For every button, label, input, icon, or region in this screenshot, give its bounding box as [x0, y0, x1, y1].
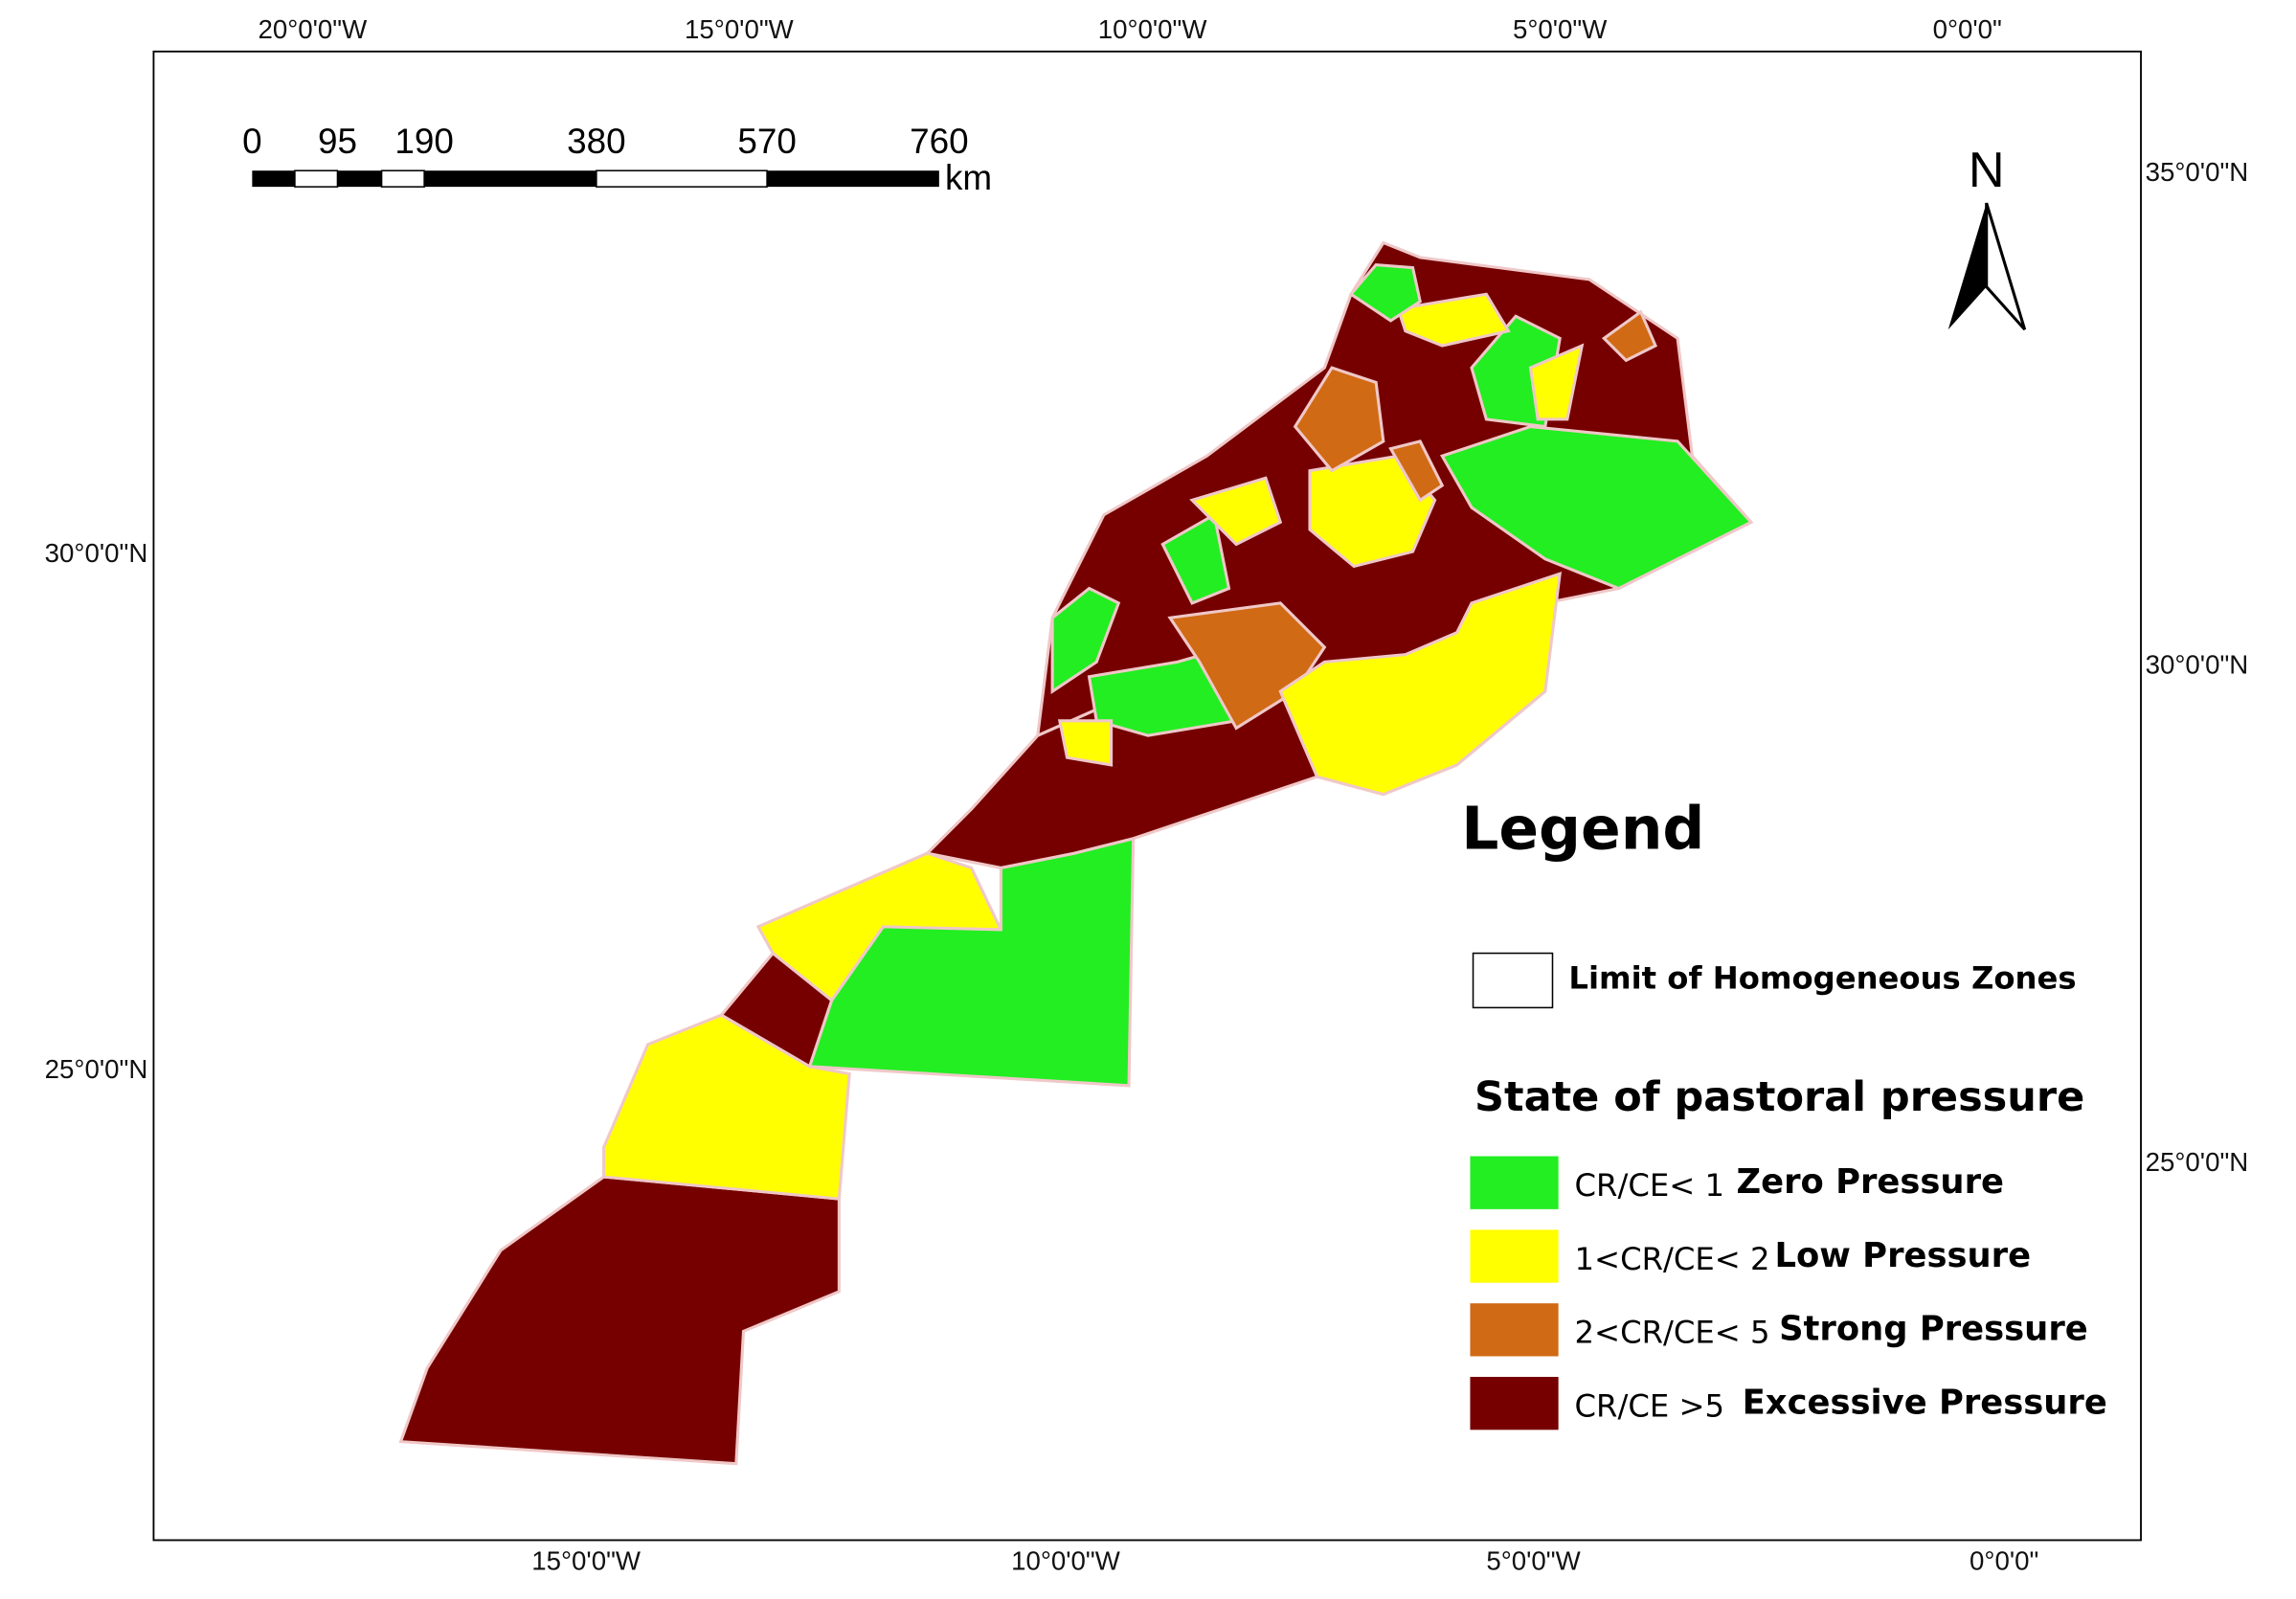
graticule-label: 25°0'0"N [45, 1054, 148, 1084]
scale-label: 380 [567, 122, 626, 161]
graticule-label: 15°0'0"W [685, 14, 794, 44]
scale-label: 760 [910, 122, 968, 161]
region [1396, 292, 1511, 348]
graticule-label: 0°0'0" [1933, 14, 2002, 44]
legend-range: CR/CE >5 [1575, 1387, 1724, 1424]
region [1050, 586, 1121, 694]
graticule-label: 30°0'0"N [45, 538, 148, 568]
graticule-label: 35°0'0"N [2146, 157, 2249, 187]
region [1057, 719, 1114, 767]
arrow-right [1985, 202, 2027, 331]
graticule-label: 0°0'0" [1970, 1545, 2038, 1575]
legend: Legend Limit of Homogeneous Zones State … [1461, 795, 2084, 1120]
graticule-label: 5°0'0"W [1486, 1545, 1580, 1575]
graticule-label: 5°0'0"W [1513, 14, 1607, 44]
boundary-swatch [1472, 952, 1554, 1009]
legend-swatch [1470, 1229, 1559, 1283]
scale-label: 190 [394, 122, 454, 161]
region [1601, 309, 1658, 363]
scale-label: 0 [242, 122, 262, 161]
region [1440, 424, 1754, 591]
scale-unit: km [945, 158, 992, 197]
region [1293, 366, 1385, 473]
legend-swatch [1470, 1303, 1559, 1357]
graticule-label: 10°0'0"W [1011, 1545, 1120, 1575]
legend-label: Low Pressure [1774, 1236, 2031, 1275]
legend-swatch [1470, 1377, 1559, 1430]
scale-segment [380, 169, 425, 188]
graticule-label: 10°0'0"W [1098, 14, 1207, 44]
legend-swatch [1470, 1156, 1559, 1209]
legend-range: 2<CR/CE< 5 [1575, 1315, 1770, 1351]
scale-label: 570 [737, 122, 797, 161]
scale-bar: km [252, 158, 992, 197]
graticule-label: 25°0'0"N [2146, 1147, 2249, 1177]
legend-label: Strong Pressure [1779, 1310, 2088, 1349]
legend-range: CR/CE< 1 [1575, 1167, 1724, 1204]
scale-segment [424, 170, 597, 188]
graticule-label: 20°0'0"W [258, 14, 367, 44]
scale-label: 95 [318, 122, 357, 161]
scale-segment [252, 170, 295, 188]
scale-segment [767, 170, 939, 188]
region [1388, 439, 1445, 503]
boundary-label: Limit of Homogeneous Zones [1568, 959, 2076, 996]
legend-title: Legend [1461, 795, 1704, 863]
scale-segment [294, 169, 339, 188]
region [1278, 571, 1563, 797]
region [1189, 476, 1283, 547]
legend-range: 1<CR/CE< 2 [1575, 1241, 1770, 1277]
legend-subtitle: State of pastoral pressure [1474, 1073, 2084, 1121]
region [1528, 343, 1585, 421]
scale-segment [337, 170, 382, 188]
north-label: N [1969, 143, 2005, 198]
regions [398, 240, 1754, 1466]
arrow-left [1947, 203, 1987, 330]
legend-label: Excessive Pressure [1743, 1383, 2107, 1422]
scale-segment [596, 169, 768, 188]
graticule-label: 15°0'0"W [531, 1545, 641, 1575]
region [1348, 262, 1422, 323]
region [1160, 512, 1231, 605]
legend-label: Zero Pressure [1737, 1162, 2004, 1202]
graticule-label: 30°0'0"N [2146, 650, 2249, 680]
north-arrow: N [1947, 143, 2027, 331]
